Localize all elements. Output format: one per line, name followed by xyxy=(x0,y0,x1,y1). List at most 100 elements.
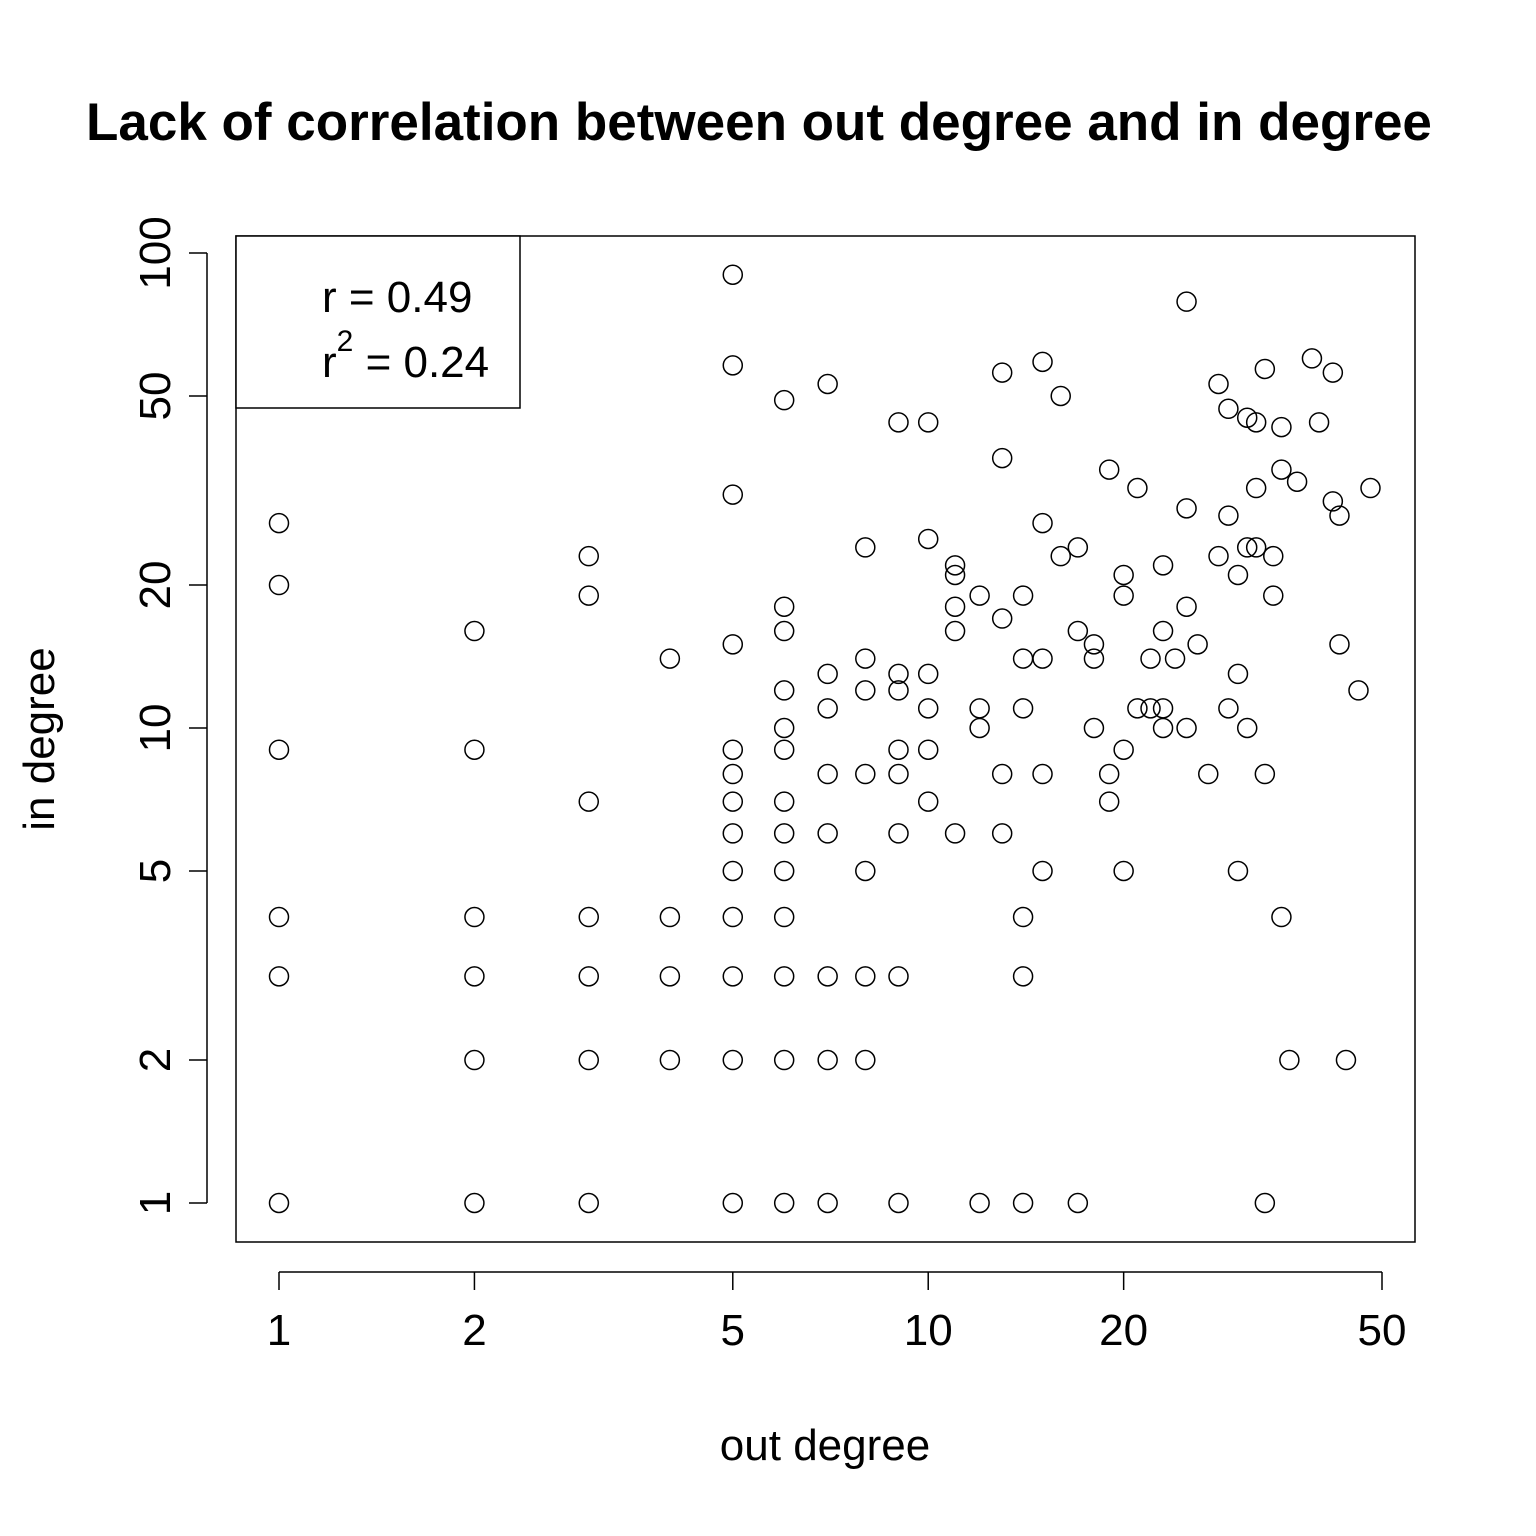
data-point xyxy=(773,739,795,760)
data-point xyxy=(1176,498,1197,519)
data-point xyxy=(464,1192,485,1214)
y-tick-label: 1 xyxy=(131,1191,180,1215)
data-point xyxy=(917,791,939,812)
data-point xyxy=(659,906,681,928)
data-point xyxy=(888,763,909,785)
data-point xyxy=(817,763,838,785)
data-point xyxy=(817,823,838,844)
data-point xyxy=(578,791,600,812)
x-axis-label: out degree xyxy=(720,1421,930,1470)
legend-box xyxy=(235,235,521,409)
data-point xyxy=(1236,717,1258,739)
data-point xyxy=(1227,564,1249,586)
data-point xyxy=(464,739,485,760)
data-point xyxy=(1113,739,1134,760)
data-point xyxy=(1218,698,1239,719)
y-axis-label: in degree xyxy=(15,647,64,830)
data-point xyxy=(773,389,795,411)
data-point xyxy=(817,966,838,987)
data-point xyxy=(578,1049,600,1071)
data-point xyxy=(268,906,290,928)
data-point xyxy=(855,860,876,882)
data-point xyxy=(1127,477,1148,499)
data-point xyxy=(817,698,838,719)
data-point xyxy=(722,1049,744,1071)
data-point xyxy=(1050,385,1071,407)
data-point xyxy=(944,555,966,576)
data-point xyxy=(1067,1192,1089,1214)
data-point xyxy=(917,663,939,685)
data-point xyxy=(1012,906,1034,928)
data-point xyxy=(1301,348,1323,369)
data-point xyxy=(817,1049,838,1071)
data-point xyxy=(969,698,990,719)
data-point xyxy=(773,620,795,642)
data-point xyxy=(1140,648,1161,669)
data-point xyxy=(1098,459,1120,480)
data-point xyxy=(659,648,681,669)
y-tick-label: 10 xyxy=(131,704,180,753)
data-point xyxy=(1140,698,1161,719)
data-point xyxy=(722,739,744,760)
data-point xyxy=(1152,717,1174,739)
data-point xyxy=(944,823,966,844)
data-point xyxy=(917,698,939,719)
data-point xyxy=(659,1049,681,1071)
x-tick-label: 1 xyxy=(267,1306,291,1355)
data-point xyxy=(917,528,939,550)
data-point xyxy=(773,966,795,987)
data-point xyxy=(1176,596,1197,617)
data-point xyxy=(1032,648,1053,669)
data-point xyxy=(1032,763,1053,785)
data-point xyxy=(1271,906,1292,928)
data-point xyxy=(1083,634,1105,655)
x-tick-label: 5 xyxy=(721,1306,745,1355)
data-point xyxy=(917,739,939,760)
data-point xyxy=(722,264,744,285)
data-point xyxy=(1263,545,1284,567)
data-point xyxy=(773,717,795,739)
data-point xyxy=(1208,373,1229,395)
data-point xyxy=(578,585,600,606)
x-tick-label: 2 xyxy=(462,1306,486,1355)
data-point xyxy=(578,545,600,567)
data-point xyxy=(917,412,939,433)
data-point xyxy=(888,823,909,844)
data-point xyxy=(969,717,990,739)
data-point xyxy=(991,362,1013,383)
data-point xyxy=(268,574,290,596)
y-tick-label: 2 xyxy=(131,1048,180,1072)
y-tick-label: 100 xyxy=(131,216,180,289)
data-point xyxy=(1227,663,1249,685)
data-point xyxy=(722,966,744,987)
data-point xyxy=(1098,763,1120,785)
data-point xyxy=(1176,291,1197,312)
data-point xyxy=(1032,860,1053,882)
data-point xyxy=(268,1192,290,1214)
y-tick-label: 50 xyxy=(131,372,180,421)
data-point xyxy=(1113,564,1134,586)
data-point xyxy=(722,1192,744,1214)
data-point xyxy=(773,680,795,701)
data-point xyxy=(773,906,795,928)
data-point xyxy=(1263,585,1284,606)
data-point xyxy=(817,373,838,395)
data-point xyxy=(722,484,744,505)
legend-r2: r2 = 0.24 xyxy=(322,325,489,387)
data-point xyxy=(991,763,1013,785)
data-point xyxy=(1279,1049,1300,1071)
data-point xyxy=(1227,860,1249,882)
data-point xyxy=(1113,585,1134,606)
data-point xyxy=(773,791,795,812)
data-point xyxy=(722,860,744,882)
plot-frame xyxy=(235,235,1416,1243)
data-point xyxy=(1236,537,1258,558)
data-point xyxy=(1322,362,1344,383)
data-point xyxy=(722,791,744,812)
data-point xyxy=(1329,505,1350,526)
data-point xyxy=(1271,416,1292,438)
y-axis: 1 2 5 10 20 50 100 xyxy=(131,216,208,1215)
x-axis: 1 2 5 10 20 50 xyxy=(267,1271,1406,1355)
data-point xyxy=(1187,634,1208,655)
data-point xyxy=(1164,648,1186,669)
